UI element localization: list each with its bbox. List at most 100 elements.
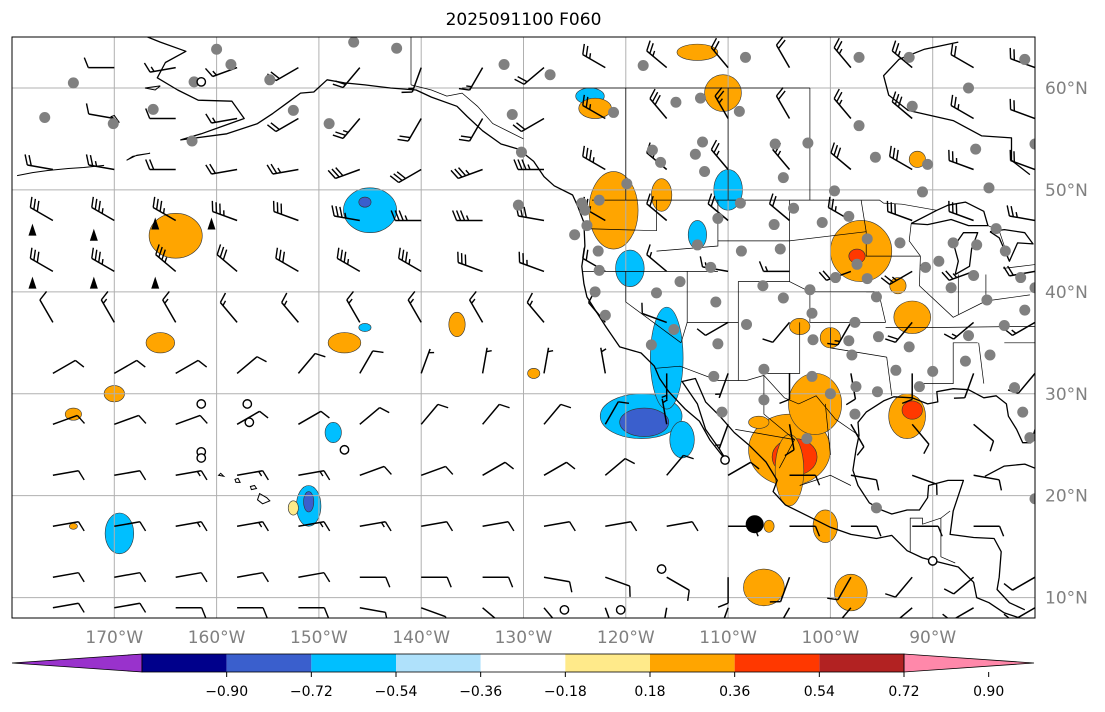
station-marker — [843, 335, 855, 347]
wind-barb — [582, 43, 606, 69]
wind-barb-flag — [717, 602, 729, 608]
wind-barb-shaft — [482, 403, 500, 425]
colorbar-segment — [650, 654, 735, 672]
wind-barb — [162, 290, 177, 323]
wind-barb-flag — [775, 37, 784, 46]
wind-barb-flag — [885, 338, 896, 343]
station-marker — [788, 202, 800, 214]
wind-barb-flag — [389, 175, 400, 184]
political-border — [886, 357, 893, 396]
wind-barb — [114, 571, 147, 583]
wind-barb-flag — [450, 169, 459, 179]
pennant-marker — [151, 276, 160, 289]
pennant-marker — [151, 217, 160, 230]
wind-barb-flag — [256, 356, 267, 363]
wind-barb-flag — [845, 398, 856, 406]
wind-barb — [715, 373, 729, 399]
coastline-alaska-island — [17, 164, 105, 177]
wind-barb-shaft — [642, 312, 667, 324]
wind-barb-flag — [383, 465, 392, 475]
wind-barb — [281, 292, 299, 323]
wind-barb-flag — [266, 124, 277, 133]
wind-barb-shaft — [891, 607, 913, 618]
wind-barb-flag — [771, 195, 777, 207]
wind-barb-flag — [713, 40, 720, 52]
political-border — [789, 281, 886, 323]
wind-barb — [769, 576, 791, 603]
wind-barb-half-flag — [212, 117, 217, 123]
wind-barb — [1035, 526, 1065, 536]
wind-barb-shaft — [175, 571, 202, 578]
wind-barb-flag — [517, 159, 523, 170]
wind-barb-shaft — [52, 602, 79, 609]
calm-wind-circle — [196, 453, 207, 463]
wind-barb-flag — [455, 210, 462, 221]
station-marker — [691, 239, 703, 251]
wind-barb-flag — [1010, 205, 1015, 217]
longitude-label: 110°W — [699, 628, 757, 648]
station-marker — [734, 197, 746, 209]
calm-wind-circle — [196, 399, 207, 409]
wind-barb — [850, 474, 880, 491]
wind-barb-shaft — [359, 465, 385, 477]
wind-barb-shaft — [718, 373, 729, 399]
station-marker — [828, 185, 840, 197]
wind-barb-flag — [894, 203, 896, 215]
wind-barb — [768, 193, 790, 222]
wind-barb-half-flag — [589, 53, 592, 59]
wind-barb-half-flag — [196, 471, 201, 477]
wind-barb — [850, 525, 882, 537]
wind-barb-shaft — [911, 474, 937, 485]
wind-barb-flag — [460, 135, 472, 139]
wind-barb-flag — [397, 247, 401, 259]
wind-barb — [666, 576, 690, 601]
coastline-gulf-coast — [852, 388, 1035, 611]
colorbar-tick-label: −0.72 — [290, 684, 333, 700]
wind-barb-flag — [713, 142, 720, 153]
station-marker — [264, 74, 276, 86]
anomaly-region — [763, 519, 775, 533]
wind-barb-flag — [372, 350, 384, 354]
wind-barb — [332, 118, 361, 140]
wind-barb — [850, 423, 865, 456]
wind-barb-shaft — [149, 66, 176, 73]
pennant-marker — [28, 223, 37, 236]
wind-barb-flag — [262, 470, 269, 481]
wind-barb-half-flag — [94, 160, 98, 167]
station-marker — [670, 96, 682, 108]
wind-barb-half-flag — [1015, 211, 1018, 218]
wind-barb-half-flag — [589, 104, 592, 110]
station-marker — [846, 349, 858, 361]
wind-barb-flag — [516, 122, 526, 131]
station-marker — [107, 118, 119, 130]
wind-barb-half-flag — [951, 333, 958, 338]
figure-title: 2025091100 F060 — [445, 10, 602, 30]
wind-barb-flag — [219, 292, 227, 303]
station-marker — [830, 272, 842, 284]
wind-barb-flag — [343, 251, 347, 263]
wind-barb-flag — [891, 91, 897, 103]
station-marker — [186, 135, 198, 147]
wind-barb — [397, 247, 422, 273]
calm-wind-circle — [927, 556, 938, 566]
wind-barb-shaft — [275, 257, 299, 273]
political-border — [919, 256, 1030, 318]
wind-barb-flag — [646, 244, 651, 255]
coastline-alaska-island — [126, 152, 151, 161]
pennant-marker — [89, 276, 98, 289]
wind-barb-shaft — [646, 254, 668, 272]
station-marker — [1029, 493, 1035, 505]
station-marker — [1019, 304, 1031, 316]
wind-barb-shaft — [211, 117, 238, 124]
wind-barb-shaft — [175, 521, 202, 528]
wind-barb-flag — [398, 210, 404, 221]
wind-barb-shaft — [973, 423, 994, 442]
wind-barb-flag — [152, 196, 156, 208]
station-marker — [699, 166, 711, 178]
station-marker — [741, 318, 753, 330]
wind-barb-shaft — [298, 410, 322, 425]
wind-barb-half-flag — [955, 157, 958, 164]
wind-barb-shaft — [334, 215, 360, 222]
wind-barb — [359, 576, 391, 588]
latitude-label: 40°N — [1045, 283, 1088, 303]
